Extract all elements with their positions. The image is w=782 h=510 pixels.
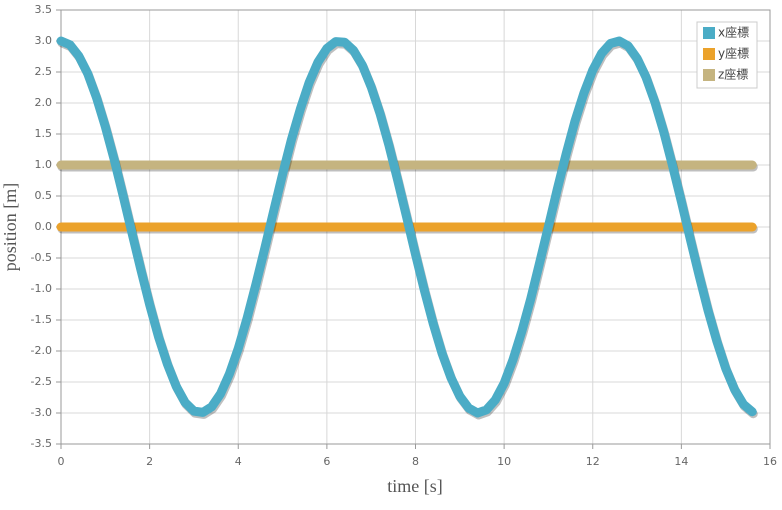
legend-swatch (703, 27, 715, 39)
legend-label: x座標 (718, 25, 749, 40)
y-tick-label: -2.5 (31, 375, 52, 388)
y-tick-label: -1.5 (31, 313, 52, 326)
y-tick-label: 1.0 (35, 158, 53, 171)
x-tick-label: 2 (146, 455, 153, 468)
x-tick-label: 12 (586, 455, 600, 468)
y-tick-label: -3.5 (31, 437, 52, 450)
y-tick-label: -2.0 (31, 344, 52, 357)
y-tick-label: 3.5 (35, 3, 53, 16)
y-tick-label: 1.5 (35, 127, 53, 140)
x-tick-label: 14 (674, 455, 688, 468)
y-tick-label: -0.5 (31, 251, 52, 264)
legend-label: y座標 (718, 46, 749, 61)
legend-swatch (703, 69, 715, 81)
x-tick-label: 0 (58, 455, 65, 468)
x-tick-label: 4 (235, 455, 242, 468)
legend-swatch (703, 48, 715, 60)
series-line (56, 36, 757, 418)
y-tick-label: 2.5 (35, 65, 53, 78)
legend-label: z座標 (718, 67, 748, 82)
y-tick-label: -1.0 (31, 282, 52, 295)
x-tick-label: 6 (323, 455, 330, 468)
y-tick-label: 0.5 (35, 189, 53, 202)
y-tick-label: 2.0 (35, 96, 53, 109)
x-tick-label: 16 (763, 455, 777, 468)
y-axis-title: position [m] (0, 183, 20, 272)
y-tick-label: 0.0 (35, 220, 53, 233)
x-tick-label: 8 (412, 455, 419, 468)
x-axis-title: time [s] (387, 476, 443, 496)
y-tick-label: 3.0 (35, 34, 53, 47)
x-tick-label: 10 (497, 455, 511, 468)
y-tick-label: -3.0 (31, 406, 52, 419)
